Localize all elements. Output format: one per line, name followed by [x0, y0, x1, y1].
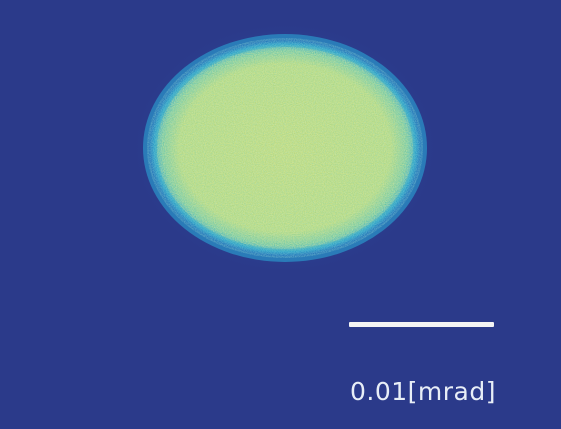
scale-bar: [349, 322, 494, 327]
beam-speckle-yellow: [157, 47, 413, 249]
scale-bar-label: 0.01[mrad]: [350, 377, 496, 406]
